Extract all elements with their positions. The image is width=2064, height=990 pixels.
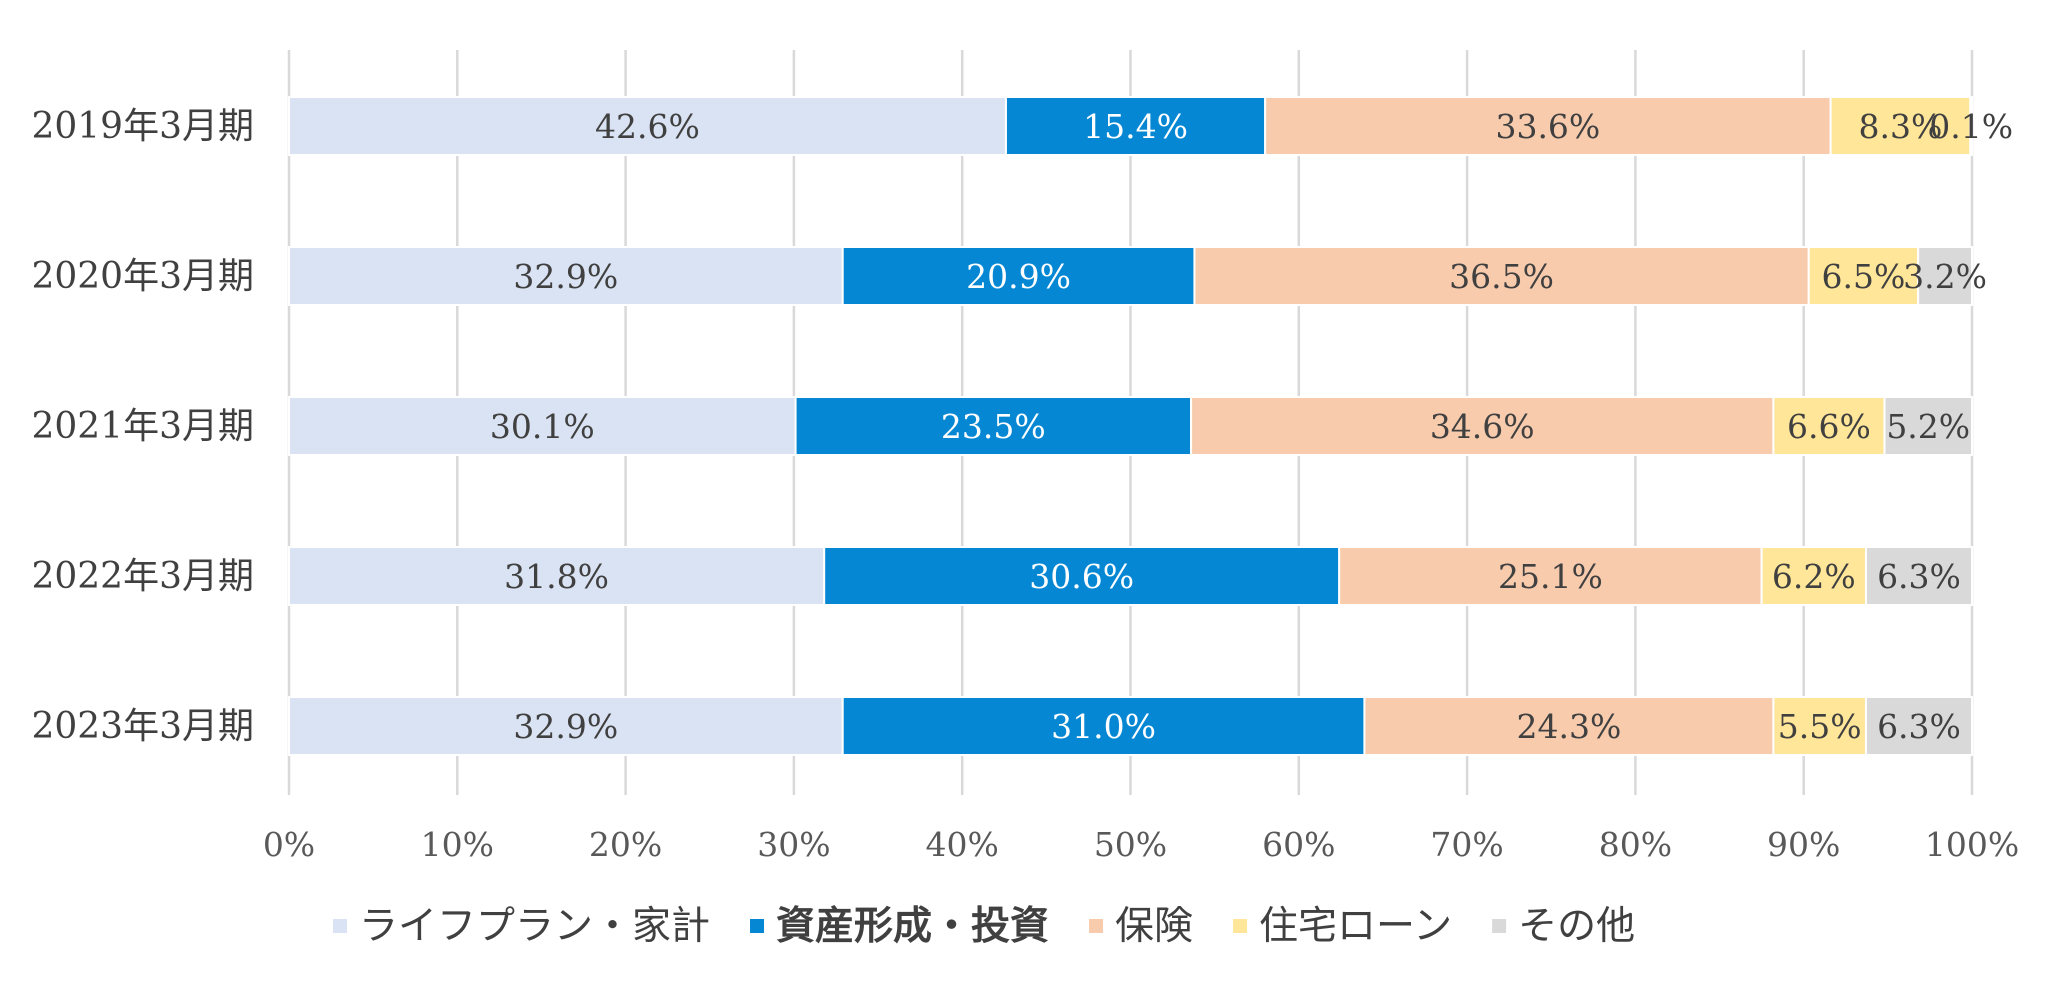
legend-item: 住宅ローン <box>1233 904 1452 949</box>
category-label: 2019年3月期 <box>31 106 254 147</box>
bar-segment <box>1190 396 1775 456</box>
data-label: 6.6% <box>1787 407 1871 446</box>
data-label: 6.5% <box>1822 257 1906 296</box>
category-label: 2023年3月期 <box>31 706 254 747</box>
data-label: 30.1% <box>490 407 595 446</box>
x-tick-label: 50% <box>1094 825 1167 864</box>
bar-segment <box>1969 96 1974 156</box>
x-tick-label: 10% <box>421 825 494 864</box>
legend-item: 保険 <box>1089 904 1193 949</box>
data-label: 30.6% <box>1029 557 1134 596</box>
legend-label: 住宅ローン <box>1259 904 1452 949</box>
data-label: 23.5% <box>941 407 1046 446</box>
bar-segment <box>1363 696 1775 756</box>
category-label: 2022年3月期 <box>31 556 254 597</box>
value-axis: 0% 10% 20% 30% 40% 50% 60% 70% 80% 90% 100% <box>263 825 2019 864</box>
data-label: 34.6% <box>1430 407 1535 446</box>
bars: 42.6% 15.4% 33.6% 8.3%0.1% 32.9% 20.9% 36.5% 6.… <box>288 96 2013 756</box>
bar-segment <box>288 546 826 606</box>
x-tick-label: 30% <box>757 825 830 864</box>
legend-item: 資産形成・投資 <box>750 904 1049 949</box>
x-tick-label: 0% <box>263 825 315 864</box>
legend-swatch <box>1089 919 1104 933</box>
data-label: 0.1% <box>1929 107 2013 146</box>
data-label: 6.2% <box>1772 557 1856 596</box>
bar-segment <box>1760 546 1867 606</box>
legend-label: ライフプラン・家計 <box>359 904 710 949</box>
legend-swatch <box>750 919 765 933</box>
data-label: 25.1% <box>1498 557 1603 596</box>
data-label: 8.3% <box>1859 107 1943 146</box>
legend-label: 資産形成・投資 <box>776 904 1049 949</box>
data-label: 5.2% <box>1886 407 1970 446</box>
bar-segment <box>841 696 1366 756</box>
legend: ライフプラン・家計 資産形成・投資 保険 住宅ローン その他 <box>333 904 1635 949</box>
legend-swatch <box>1492 919 1507 933</box>
bar-segment <box>1193 246 1810 306</box>
x-tick-label: 20% <box>589 825 662 864</box>
bar-segment <box>288 696 844 756</box>
data-label: 24.3% <box>1516 707 1621 746</box>
bar-segment <box>1772 696 1867 756</box>
x-tick-label: 80% <box>1599 825 1672 864</box>
x-tick-label: 70% <box>1430 825 1503 864</box>
x-tick-label: 100% <box>1925 825 2019 864</box>
x-tick-label: 90% <box>1767 825 1840 864</box>
data-label: 31.8% <box>504 557 609 596</box>
category-label: 2021年3月期 <box>31 406 254 447</box>
bar-segment <box>794 396 1193 456</box>
legend-label: 保険 <box>1115 904 1193 949</box>
legend-label: その他 <box>1518 904 1635 949</box>
bar-segment <box>1338 546 1763 606</box>
bar-segment <box>1004 96 1267 156</box>
data-label: 32.9% <box>513 707 618 746</box>
data-label: 42.6% <box>595 107 700 146</box>
data-label: 15.4% <box>1083 107 1188 146</box>
x-tick-label: 40% <box>926 825 999 864</box>
legend-item: その他 <box>1492 904 1635 949</box>
data-label: 3.2% <box>1903 257 1987 296</box>
data-label: 31.0% <box>1051 707 1156 746</box>
legend-swatch <box>1233 919 1248 933</box>
category-axis: 2019年3月期 2020年3月期 2021年3月期 2022年3月期 2023年3月期 <box>31 106 254 747</box>
data-label: 6.3% <box>1877 707 1961 746</box>
bar-segment <box>1864 696 1973 756</box>
x-tick-label: 60% <box>1262 825 1335 864</box>
legend-swatch <box>333 919 347 933</box>
bar-segment <box>1883 396 1974 456</box>
bar-segment <box>288 96 1007 156</box>
data-label: 20.9% <box>966 257 1071 296</box>
data-label: 33.6% <box>1495 107 1600 146</box>
legend-item: ライフプラン・家計 <box>333 904 710 949</box>
bar-segment <box>1829 96 1972 156</box>
data-label: 32.9% <box>513 257 618 296</box>
bar-segment <box>1864 546 1973 606</box>
bar-segment <box>1917 246 1974 306</box>
data-label: 6.3% <box>1877 557 1961 596</box>
bar-segment <box>288 396 797 456</box>
category-label: 2020年3月期 <box>31 256 254 297</box>
data-label: 36.5% <box>1449 257 1554 296</box>
data-label: 5.5% <box>1778 707 1862 746</box>
